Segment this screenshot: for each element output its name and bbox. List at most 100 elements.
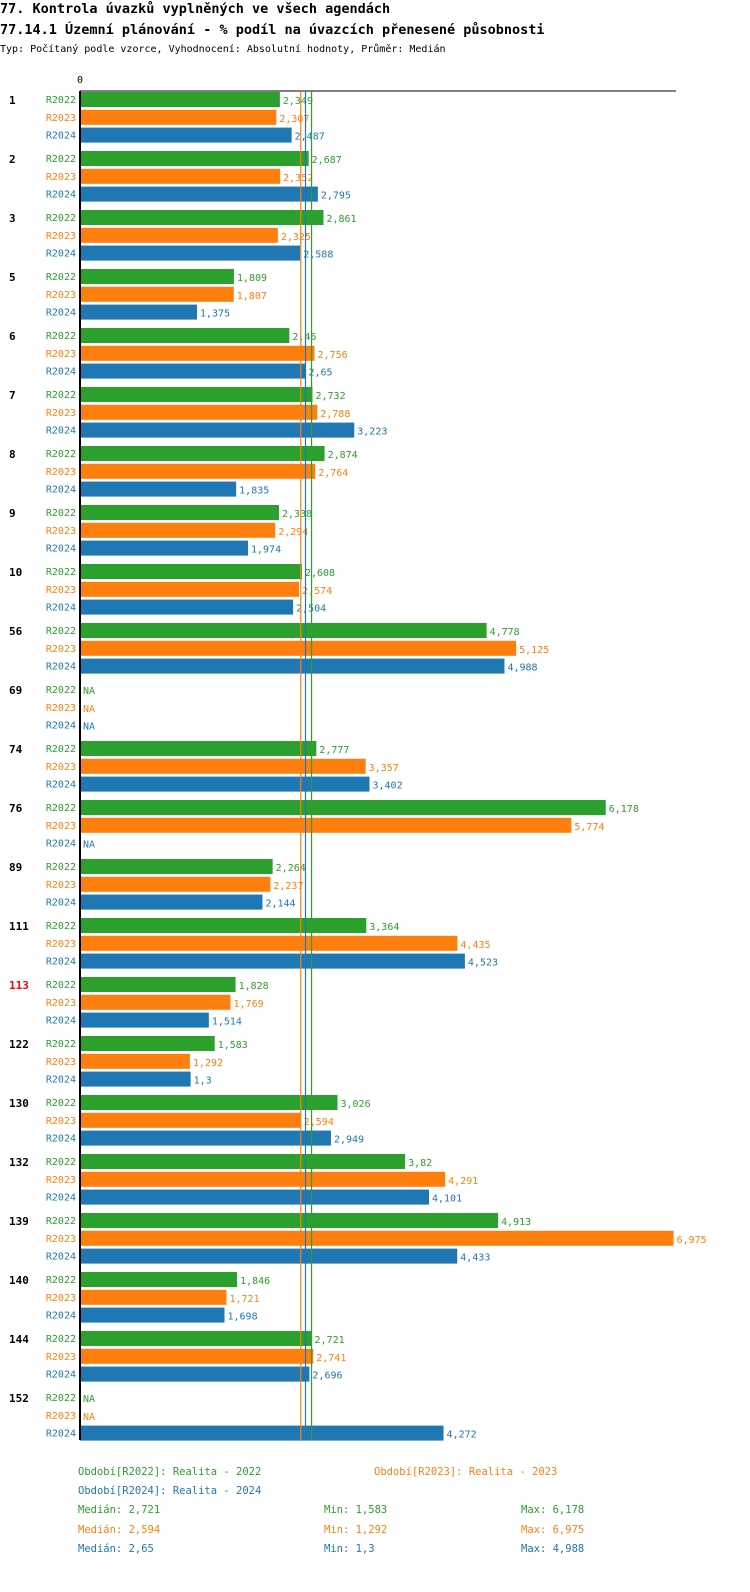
data-label-R2022-7: 2,732 (315, 391, 345, 402)
bar-R2024-144 (80, 1366, 310, 1382)
bar-R2024-111 (80, 953, 465, 969)
series-label-R2022-9: R2022 (46, 508, 76, 519)
data-label-R2023-10: 2,574 (302, 586, 332, 597)
category-label-122: 122 (9, 1038, 29, 1051)
stat-min-r2022: Min: 1,583 (324, 1504, 388, 1516)
bar-R2024-113 (80, 1012, 209, 1028)
data-label-R2023-122: 1,292 (193, 1058, 223, 1069)
series-label-R2022-7: R2022 (46, 390, 76, 401)
bar-R2024-6 (80, 363, 306, 379)
series-label-R2024-132: R2024 (46, 1193, 76, 1204)
bar-R2022-7 (80, 387, 313, 402)
data-label-R2024-3: 2,588 (303, 250, 333, 261)
bar-R2024-5 (80, 304, 198, 320)
series-label-R2023-69: R2023 (46, 703, 76, 714)
series-label-R2024-74: R2024 (46, 780, 76, 791)
series-label-R2023-144: R2023 (46, 1352, 76, 1363)
data-label-R2023-140: 1,721 (229, 1294, 259, 1305)
category-label-113: 113 (9, 979, 29, 992)
data-label-R2023-69: NA (83, 704, 95, 715)
data-label-R2024-152: 4,272 (447, 1430, 477, 1441)
bar-R2022-6 (80, 328, 290, 343)
legend-r2024: Období[R2024]: Realita - 2024 (78, 1485, 262, 1497)
series-label-R2024-1: R2024 (46, 131, 76, 142)
series-label-R2022-89: R2022 (46, 862, 76, 873)
data-label-R2022-56: 4,778 (490, 627, 520, 638)
category-label-6: 6 (9, 330, 16, 343)
series-label-R2024-76: R2024 (46, 839, 76, 850)
series-label-R2022-139: R2022 (46, 1216, 76, 1227)
data-label-R2022-122: 1,583 (218, 1040, 248, 1051)
bar-R2024-9 (80, 540, 248, 556)
bar-R2023-132 (80, 1171, 446, 1187)
series-label-R2023-132: R2023 (46, 1175, 76, 1186)
bar-R2022-1 (80, 92, 280, 107)
data-label-R2024-140: 1,698 (227, 1312, 257, 1323)
bar-R2022-56 (80, 623, 487, 638)
data-label-R2023-2: 2,352 (283, 173, 313, 184)
bar-R2022-144 (80, 1331, 312, 1346)
series-label-R2023-111: R2023 (46, 939, 76, 950)
bar-R2024-140 (80, 1307, 225, 1323)
bar-R2022-113 (80, 977, 236, 992)
series-label-R2023-76: R2023 (46, 821, 76, 832)
series-label-R2024-113: R2024 (46, 1016, 76, 1027)
data-label-R2024-9: 1,974 (251, 545, 281, 556)
category-label-9: 9 (9, 507, 16, 520)
bar-R2023-56 (80, 640, 517, 656)
bar-R2022-9 (80, 505, 279, 520)
series-label-R2023-6: R2023 (46, 349, 76, 360)
bar-R2023-8 (80, 463, 316, 479)
bar-R2022-10 (80, 564, 302, 579)
series-label-R2022-1: R2022 (46, 95, 76, 106)
bar-R2024-7 (80, 422, 355, 438)
bar-R2022-8 (80, 446, 325, 461)
series-label-R2024-7: R2024 (46, 426, 76, 437)
series-label-R2024-5: R2024 (46, 308, 76, 319)
data-label-R2023-5: 1,807 (237, 291, 267, 302)
category-label-144: 144 (9, 1333, 29, 1346)
data-label-R2023-74: 3,357 (369, 763, 399, 774)
series-label-R2023-140: R2023 (46, 1293, 76, 1304)
series-label-R2024-6: R2024 (46, 367, 76, 378)
stat-median-r2024: Medián: 2,65 (78, 1543, 154, 1555)
data-label-R2022-130: 3,026 (341, 1099, 371, 1110)
legend-r2022: Období[R2022]: Realita - 2022 (78, 1466, 262, 1478)
bar-R2022-132 (80, 1154, 406, 1169)
series-label-R2023-139: R2023 (46, 1234, 76, 1245)
bar-R2024-10 (80, 599, 294, 615)
series-label-R2022-132: R2022 (46, 1157, 76, 1168)
data-label-R2024-2: 2,795 (321, 191, 351, 202)
stat-max-r2022: Max: 6,178 (521, 1504, 585, 1516)
bar-R2023-144 (80, 1348, 314, 1364)
data-label-R2022-9: 2,338 (282, 509, 312, 520)
bar-R2022-140 (80, 1272, 238, 1287)
series-label-R2022-140: R2022 (46, 1275, 76, 1286)
category-label-132: 132 (9, 1156, 29, 1169)
stat-min-r2024: Min: 1,3 (324, 1543, 375, 1555)
bar-R2022-130 (80, 1095, 338, 1110)
category-label-111: 111 (9, 920, 29, 933)
data-label-R2024-69: NA (83, 722, 95, 733)
series-label-R2022-76: R2022 (46, 803, 76, 814)
data-label-R2022-152: NA (83, 1394, 95, 1405)
bar-R2023-7 (80, 404, 318, 420)
stat-median-r2022: Medián: 2,721 (78, 1504, 161, 1516)
series-label-R2023-3: R2023 (46, 231, 76, 242)
series-label-R2022-10: R2022 (46, 567, 76, 578)
bar-R2024-122 (80, 1071, 191, 1087)
series-label-R2024-111: R2024 (46, 957, 76, 968)
category-label-5: 5 (9, 271, 16, 284)
series-label-R2022-5: R2022 (46, 272, 76, 283)
series-label-R2023-56: R2023 (46, 644, 76, 655)
bar-R2023-113 (80, 994, 231, 1010)
series-label-R2022-130: R2022 (46, 1098, 76, 1109)
category-label-1: 1 (9, 94, 16, 107)
category-label-69: 69 (9, 684, 22, 697)
data-label-R2024-56: 4,988 (507, 663, 537, 674)
category-label-89: 89 (9, 861, 22, 874)
series-label-R2022-152: R2022 (46, 1393, 76, 1404)
data-label-R2023-130: 2,594 (304, 1117, 334, 1128)
bar-R2024-89 (80, 894, 263, 910)
data-label-R2022-5: 1,809 (237, 273, 267, 284)
